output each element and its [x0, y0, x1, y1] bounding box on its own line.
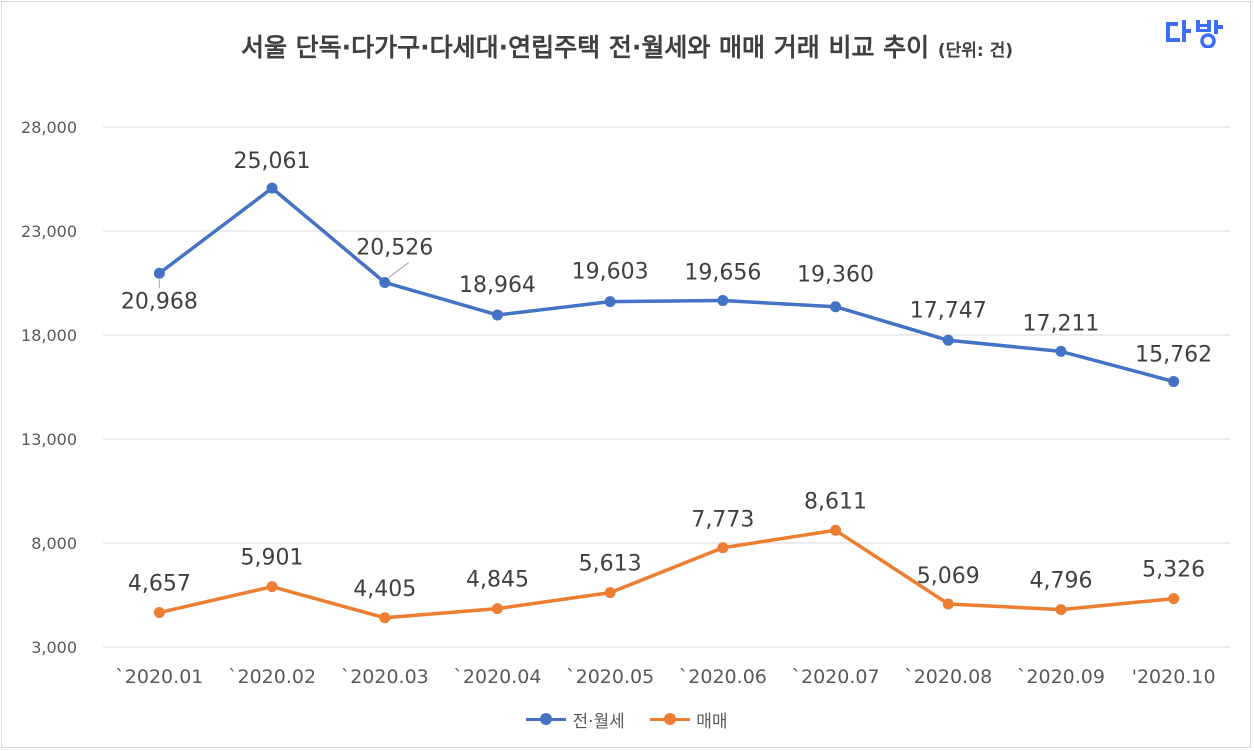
data-point	[604, 587, 616, 599]
data-label: 8,611	[804, 489, 867, 514]
legend-swatch-series1	[526, 713, 567, 725]
legend-label-series2: 매매	[696, 712, 728, 732]
data-label: 4,405	[353, 577, 416, 602]
y-tick-label: 13,000	[21, 430, 77, 449]
x-tick-label: `2020.01	[115, 666, 203, 688]
x-tick-label: `2020.07	[792, 666, 880, 688]
data-label: 5,326	[1142, 558, 1205, 583]
data-label: 25,061	[234, 149, 311, 174]
data-label: 19,360	[797, 263, 874, 288]
y-tick-label: 3,000	[31, 638, 77, 657]
x-tick-label: `2020.05	[566, 666, 654, 688]
data-point	[1168, 376, 1180, 388]
data-label: 7,773	[691, 508, 754, 533]
y-axis-ticks: 3,000 8,000 13,000 18,000 23,000 28,000	[21, 118, 77, 657]
x-tick-label: `2020.03	[341, 666, 429, 688]
data-point	[717, 542, 729, 554]
x-tick-label: `2020.08	[904, 666, 992, 688]
data-point	[153, 607, 165, 619]
data-point	[830, 524, 842, 536]
series-line-2	[158, 528, 1174, 620]
data-point	[379, 276, 391, 288]
data-point	[1168, 593, 1180, 605]
data-label: 4,657	[128, 572, 191, 597]
data-label: 4,845	[466, 568, 529, 593]
data-point	[266, 182, 278, 194]
data-label: 19,656	[684, 261, 761, 286]
x-tick-label: `2020.02	[228, 666, 316, 688]
series-line-1	[158, 186, 1175, 384]
chart-title: 서울 단독·다가구·다세대·연립주택 전·월세와 매매 거래 비교 추이 (단위…	[0, 28, 1254, 64]
data-label: 15,762	[1135, 343, 1212, 368]
data-point	[153, 267, 165, 279]
data-point	[379, 612, 391, 624]
gridlines	[103, 126, 1230, 648]
data-label: 20,968	[121, 289, 198, 314]
chart-legend: 전·월세 매매	[0, 706, 1254, 732]
y-tick-label: 8,000	[31, 534, 77, 553]
data-point	[717, 295, 729, 307]
data-label: 18,964	[459, 273, 536, 298]
chart-title-unit: (단위: 건)	[937, 41, 1014, 61]
data-label: 5,069	[917, 564, 980, 589]
data-label: 5,613	[579, 552, 642, 577]
series-lines	[153, 182, 1180, 624]
data-label: 17,211	[1022, 311, 1099, 336]
data-label: 4,796	[1029, 569, 1092, 594]
legend-item-series1: 전·월세	[526, 707, 625, 732]
x-tick-label: `2020.06	[679, 666, 767, 688]
y-tick-label: 28,000	[21, 118, 77, 137]
data-labels: 20,968 25,061 20,526 18,964 19,603 19,656 19,3…	[121, 149, 1212, 602]
data-label: 17,747	[910, 298, 987, 323]
chart-title-text: 서울 단독·다가구·다세대·연립주택 전·월세와 매매 거래 비교 추이	[240, 33, 930, 62]
data-point	[604, 296, 616, 308]
data-point	[491, 603, 503, 615]
legend-item-series2: 매매	[650, 707, 728, 732]
legend-swatch-series2	[650, 713, 691, 725]
data-point	[1055, 604, 1067, 616]
data-label: 19,603	[572, 260, 649, 285]
data-point	[266, 581, 278, 593]
data-point	[1055, 345, 1067, 357]
y-tick-label: 23,000	[21, 222, 77, 241]
y-tick-label: 18,000	[21, 326, 77, 345]
data-label: 5,901	[241, 546, 304, 571]
x-axis-ticks: `2020.01 `2020.02 `2020.03 `2020.04 `2020.05…	[115, 666, 1215, 688]
dabang-logo	[1166, 20, 1223, 48]
x-tick-label: `2020.04	[453, 666, 541, 688]
legend-label-series1: 전·월세	[572, 712, 625, 732]
data-point	[942, 598, 954, 610]
x-tick-label: '2020.10	[1132, 666, 1216, 688]
data-label: 20,526	[356, 235, 433, 260]
data-point	[830, 301, 842, 313]
leader-line	[388, 262, 410, 278]
data-point	[491, 309, 503, 321]
data-point	[942, 334, 954, 346]
x-tick-label: `2020.09	[1017, 666, 1105, 688]
